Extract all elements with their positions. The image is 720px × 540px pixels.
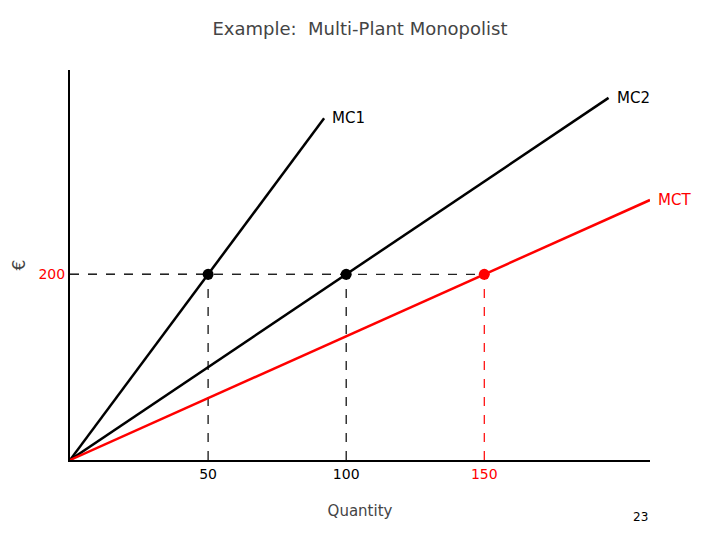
svg-text:MCT: MCT (658, 191, 691, 209)
svg-text:MC1: MC1 (332, 109, 365, 127)
svg-text:23: 23 (633, 510, 648, 524)
svg-text:150: 150 (471, 466, 498, 482)
svg-text:Quantity: Quantity (328, 502, 393, 520)
svg-text:50: 50 (199, 466, 217, 482)
svg-text:MC2: MC2 (617, 89, 650, 107)
svg-text:200: 200 (38, 266, 65, 282)
svg-text:€: € (9, 260, 29, 271)
svg-text:Example: Multi-Plant Monopoli: Example: Multi-Plant Monopolist (212, 18, 507, 39)
svg-text:100: 100 (333, 466, 360, 482)
